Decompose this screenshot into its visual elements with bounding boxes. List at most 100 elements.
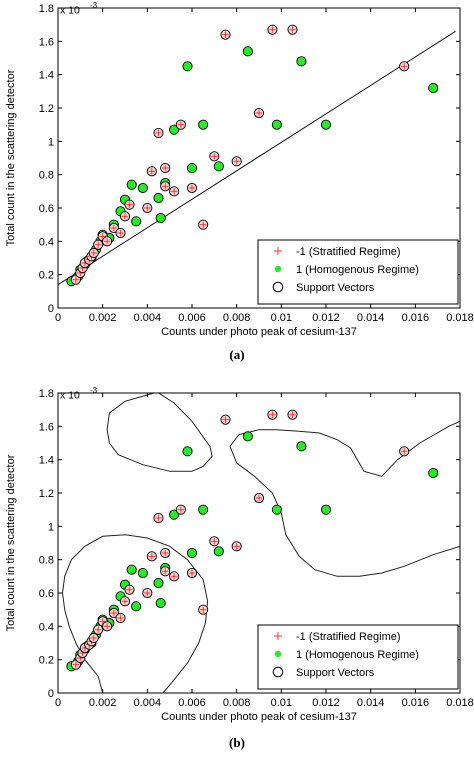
support-vector-ring bbox=[131, 601, 142, 612]
stratified-point bbox=[142, 587, 153, 599]
scatter-chart-a: 0 0.002 0.004 0.006 0.008 0.01 0.012 0.014 0.016… bbox=[5, 1, 474, 338]
stratified-point bbox=[93, 624, 104, 635]
homogenous-point bbox=[155, 212, 166, 224]
stratified-point bbox=[267, 409, 278, 420]
legend: -1 (Stratified Regime) 1 (Homogenous Regi… bbox=[257, 239, 459, 305]
stratified-point bbox=[175, 119, 186, 130]
x-tick-label: 0.008 bbox=[223, 312, 251, 324]
y-axis-label: Total count in the scattering detector bbox=[5, 69, 17, 246]
x-tick-label: 0.014 bbox=[357, 312, 385, 324]
homogenous-point bbox=[186, 162, 198, 174]
stratified-point bbox=[142, 202, 153, 214]
stratified-point bbox=[231, 156, 242, 167]
stratified-point bbox=[220, 29, 231, 40]
points-group bbox=[66, 409, 439, 672]
homogenous-marker bbox=[243, 432, 253, 441]
stratified-point bbox=[115, 227, 126, 239]
homogenous-marker bbox=[198, 120, 208, 129]
support-vector-ring bbox=[198, 119, 209, 130]
y-tick-label: 1 bbox=[48, 136, 54, 148]
y-tick-label: 1.4 bbox=[39, 70, 54, 82]
support-vector-ring bbox=[169, 124, 180, 135]
stratified-point bbox=[287, 409, 298, 420]
decision-boundary-4 bbox=[61, 534, 209, 693]
stratified-point bbox=[160, 181, 171, 192]
y-axis-label: Total count in the scattering detector bbox=[5, 454, 17, 631]
y-tick-label: 1.6 bbox=[39, 36, 54, 48]
homogenous-point bbox=[126, 179, 137, 190]
homogenous-point bbox=[137, 567, 148, 579]
axes-frame bbox=[57, 392, 461, 694]
x-tick-label: 0.002 bbox=[89, 697, 117, 709]
homogenous-point bbox=[428, 82, 439, 94]
support-vector-ring bbox=[271, 119, 282, 130]
x-tick-label: 0.012 bbox=[312, 312, 340, 324]
stratified-point bbox=[102, 621, 113, 632]
stratified-point bbox=[119, 211, 131, 222]
stratified-point bbox=[115, 612, 126, 624]
axes-frame bbox=[57, 7, 461, 309]
support-vector-ring bbox=[182, 61, 193, 72]
support-vector-ring bbox=[242, 431, 253, 442]
support-vector-ring bbox=[137, 182, 148, 194]
x-tick-label: 0 bbox=[55, 697, 61, 709]
x-tick-label: 0.004 bbox=[134, 312, 162, 324]
stratified-point bbox=[124, 584, 135, 595]
homogenous-point bbox=[131, 601, 142, 612]
x-axis-label: Counts under photo peak of cesium-137 bbox=[161, 326, 357, 338]
homogenous-point bbox=[296, 56, 307, 67]
x-tick-label: 0.008 bbox=[223, 697, 251, 709]
stratified-point bbox=[88, 632, 99, 644]
stratified-point bbox=[267, 24, 278, 35]
stratified-point bbox=[169, 571, 180, 582]
homogenous-marker bbox=[154, 578, 163, 588]
support-vector-ring bbox=[126, 179, 137, 190]
homogenous-marker bbox=[243, 47, 253, 56]
legend-support-vector-symbol bbox=[272, 666, 284, 678]
stratified-point bbox=[253, 492, 265, 504]
homogenous-marker bbox=[272, 120, 282, 129]
legend-entry: 1 (Homogenous Regime) bbox=[296, 649, 419, 661]
stratified-point bbox=[253, 107, 265, 119]
homogenous-marker bbox=[169, 510, 179, 519]
homogenous-point bbox=[182, 446, 193, 457]
caption-b: (b) bbox=[229, 735, 245, 750]
stratified-point bbox=[153, 127, 164, 139]
x-tick-label: 0.002 bbox=[89, 312, 117, 324]
homogenous-marker bbox=[127, 565, 136, 574]
stratified-point bbox=[220, 414, 231, 425]
y-multiplier-exponent: -3 bbox=[90, 386, 98, 395]
x-tick-label: 0.004 bbox=[134, 697, 162, 709]
support-vector-ring bbox=[428, 467, 439, 479]
y-tick-label: 1.2 bbox=[39, 488, 54, 500]
homogenous-point bbox=[169, 509, 180, 520]
support-vector-ring bbox=[186, 547, 198, 559]
homogenous-point bbox=[153, 192, 164, 204]
support-vector-ring bbox=[131, 216, 142, 227]
stratified-point bbox=[399, 446, 410, 457]
boundary-group bbox=[58, 30, 456, 286]
x-tick-label: 0.014 bbox=[357, 697, 385, 709]
y-tick-label: 0.2 bbox=[39, 270, 54, 282]
y-tick-label: 0 bbox=[48, 688, 54, 700]
stratified-point bbox=[169, 186, 180, 197]
support-vector-ring bbox=[296, 441, 307, 452]
x-tick-label: 0.018 bbox=[446, 697, 474, 709]
homogenous-marker bbox=[127, 180, 136, 189]
stratified-point bbox=[93, 239, 104, 250]
legend-entry: 1 (Homogenous Regime) bbox=[296, 264, 419, 276]
homogenous-point bbox=[126, 564, 137, 575]
stratified-point bbox=[146, 166, 157, 177]
homogenous-marker bbox=[214, 162, 223, 171]
support-vector-ring bbox=[242, 46, 253, 57]
y-tick-label: 0.6 bbox=[39, 588, 54, 600]
support-vector-ring bbox=[169, 509, 180, 520]
y-tick-label: 0 bbox=[48, 303, 54, 315]
homogenous-marker bbox=[138, 183, 148, 193]
support-vector-ring bbox=[213, 546, 224, 557]
decision-boundary-2 bbox=[229, 420, 460, 477]
homogenous-point bbox=[213, 546, 224, 557]
y-multiplier-exponent: -3 bbox=[90, 1, 98, 10]
support-vector-ring bbox=[155, 597, 166, 609]
